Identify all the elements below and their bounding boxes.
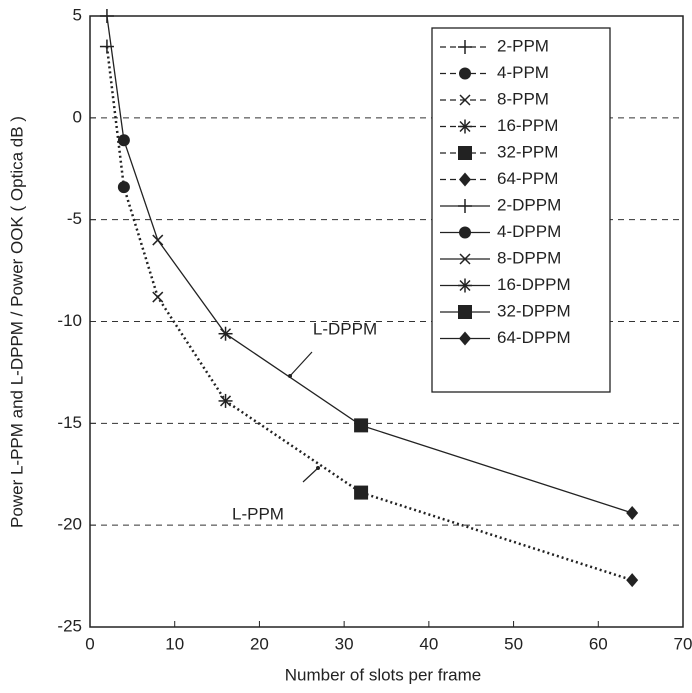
x-tick-label: 30 bbox=[335, 634, 354, 653]
annotation-arrow bbox=[289, 351, 313, 377]
marker bbox=[459, 331, 471, 346]
legend-label: 32-DPPM bbox=[497, 301, 571, 320]
legend-label: 8-DPPM bbox=[497, 248, 561, 267]
marker-stroke bbox=[459, 120, 471, 133]
marker-shape bbox=[626, 573, 639, 588]
marker bbox=[117, 134, 130, 147]
x-tick-label: 50 bbox=[504, 634, 523, 653]
marker-shape bbox=[354, 418, 369, 433]
x-tick-label: 20 bbox=[250, 634, 269, 653]
marker bbox=[117, 181, 130, 194]
legend-label: 16-PPM bbox=[497, 116, 558, 135]
x-tick-label: 60 bbox=[589, 634, 608, 653]
x-tick-label: 70 bbox=[674, 634, 692, 653]
marker bbox=[152, 234, 164, 246]
marker-shape bbox=[117, 134, 130, 147]
marker bbox=[626, 505, 639, 520]
y-tick-label: -5 bbox=[67, 209, 82, 228]
marker-shape bbox=[458, 305, 472, 319]
marker-stroke bbox=[220, 328, 232, 340]
y-tick-label: 5 bbox=[73, 5, 82, 24]
marker bbox=[99, 39, 114, 54]
arrow-head bbox=[288, 374, 292, 378]
marker bbox=[459, 67, 471, 80]
marker bbox=[458, 278, 472, 293]
marker-shape bbox=[459, 172, 471, 187]
marker bbox=[458, 146, 472, 160]
marker-stroke bbox=[152, 234, 164, 246]
marker-shape bbox=[354, 485, 369, 500]
marker bbox=[458, 40, 472, 54]
marker bbox=[459, 253, 471, 265]
legend-box bbox=[431, 27, 611, 393]
marker-stroke bbox=[152, 291, 164, 303]
marker-shape bbox=[459, 67, 471, 80]
y-tick-label: 0 bbox=[73, 107, 82, 126]
marker bbox=[152, 291, 164, 303]
marker-shape bbox=[626, 505, 639, 520]
marker bbox=[459, 94, 471, 106]
marker bbox=[626, 573, 639, 588]
y-tick-label: -25 bbox=[57, 616, 82, 635]
legend-label: 4-PPM bbox=[497, 63, 549, 82]
marker-stroke bbox=[220, 395, 232, 407]
marker bbox=[218, 393, 233, 408]
marker bbox=[99, 9, 114, 23]
marker bbox=[354, 418, 369, 433]
marker-stroke bbox=[459, 279, 471, 292]
legend-label: 64-DPPM bbox=[497, 328, 571, 347]
x-tick-label: 0 bbox=[85, 634, 94, 653]
marker bbox=[459, 226, 471, 239]
x-tick-label: 10 bbox=[165, 634, 184, 653]
series-line bbox=[106, 15, 633, 514]
legend-label: 8-PPM bbox=[497, 89, 549, 108]
marker-stroke bbox=[459, 94, 471, 106]
legend-label: 64-PPM bbox=[497, 169, 558, 188]
marker-shape bbox=[458, 146, 472, 160]
marker bbox=[459, 172, 471, 187]
marker bbox=[458, 199, 472, 213]
arrow-head bbox=[316, 466, 320, 470]
annotation: L-PPM bbox=[232, 504, 284, 523]
marker bbox=[218, 326, 233, 341]
y-tick-label: -15 bbox=[57, 413, 82, 432]
x-tick-label: 40 bbox=[419, 634, 438, 653]
annotation-arrow bbox=[302, 467, 319, 483]
series-line bbox=[105, 46, 633, 582]
marker bbox=[354, 485, 369, 500]
y-tick-label: -20 bbox=[57, 515, 82, 534]
marker-shape bbox=[117, 181, 130, 194]
plot-frame bbox=[89, 15, 684, 628]
legend-label: 4-DPPM bbox=[497, 222, 561, 241]
marker-stroke bbox=[459, 253, 471, 265]
legend-label: 16-DPPM bbox=[497, 275, 571, 294]
marker bbox=[458, 305, 472, 319]
annotation: L-DPPM bbox=[313, 319, 377, 338]
legend-label: 32-PPM bbox=[497, 142, 558, 161]
y-axis-label: Power L-PPM and L-DPPM / Power OOK ( Opt… bbox=[7, 116, 26, 528]
marker-shape bbox=[459, 226, 471, 239]
legend-label: 2-DPPM bbox=[497, 195, 561, 214]
legend-label: 2-PPM bbox=[497, 36, 549, 55]
marker bbox=[458, 119, 472, 134]
y-tick-label: -10 bbox=[57, 311, 82, 330]
x-axis-label: Number of slots per frame bbox=[285, 665, 482, 684]
marker-shape bbox=[459, 331, 471, 346]
